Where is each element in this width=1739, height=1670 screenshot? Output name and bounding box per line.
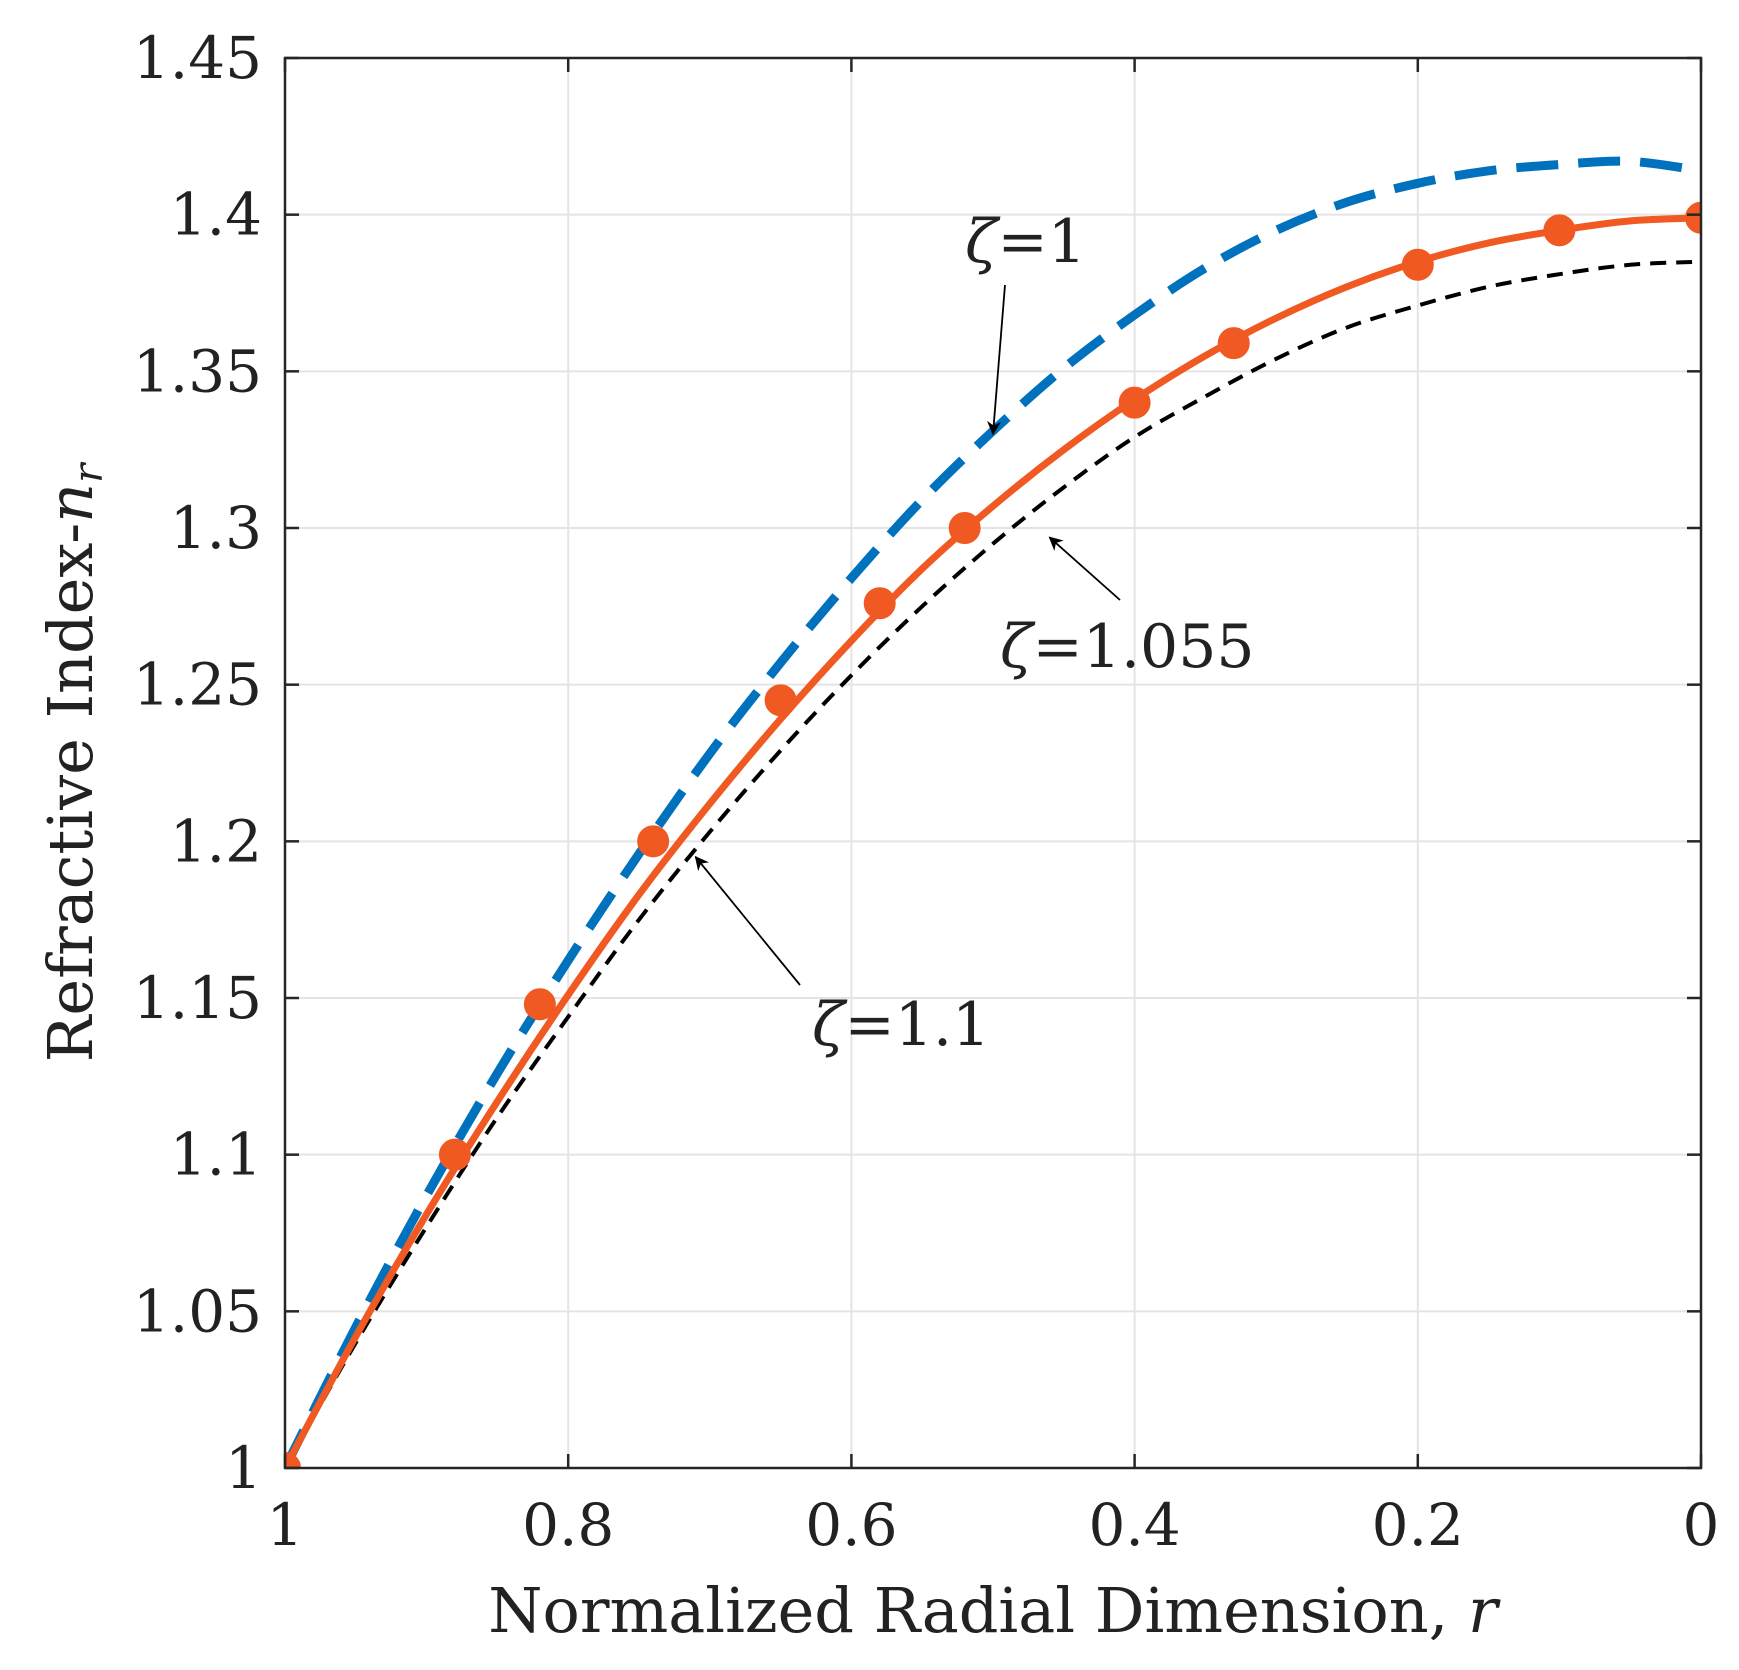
series-line-dashed-thick	[285, 156, 1701, 1468]
series-marker	[1401, 248, 1434, 281]
x-axis-title-var: r	[1468, 1574, 1501, 1647]
series-marker	[637, 825, 670, 858]
x-tick-label: 0.4	[1088, 1491, 1180, 1559]
series-marker	[948, 512, 981, 544]
annotation-symbol: ζ	[812, 990, 848, 1060]
series-marker	[438, 1138, 471, 1171]
annotation-value: =1.055	[1033, 612, 1255, 682]
plot-frame	[283, 56, 1703, 1470]
x-tick-label: 0.6	[805, 1491, 897, 1559]
series-marker	[1217, 327, 1250, 360]
y-axis-title-var: n	[34, 483, 107, 523]
series-line-dashed-thin	[285, 259, 1701, 1468]
y-tick-label: 1.2	[170, 807, 262, 875]
series-layer	[285, 156, 1701, 1468]
annotation-symbol: ζ	[965, 207, 1001, 277]
series-marker	[523, 988, 556, 1021]
annotation-label: ζ=1.1	[812, 990, 990, 1060]
annotation-value: =1	[998, 207, 1086, 277]
x-tick-label: 0.2	[1372, 1491, 1464, 1559]
x-axis-title: Normalized Radial Dimension, r	[488, 1574, 1501, 1647]
y-tick-label: 1.3	[170, 494, 262, 562]
ticks: 1 0.8 0.6 0.4 0.2 0 1 1.05 1.1 1.15 1.2 1.25 1.3 1.35…	[133, 24, 1720, 1559]
series-marker	[764, 684, 797, 717]
annotation: ζ=1.1	[694, 855, 990, 1060]
annotation-value: =1.1	[845, 990, 991, 1060]
y-tick-label: 1.05	[133, 1277, 262, 1345]
x-tick-label: 1	[267, 1491, 304, 1559]
y-tick-label: 1.35	[133, 337, 262, 405]
annotation-arrow	[694, 855, 801, 986]
y-tick-label: 1.45	[133, 24, 262, 92]
y-tick-label: 1.15	[133, 964, 262, 1032]
annotation: ζ=1.055	[1000, 536, 1255, 682]
series-marker	[1543, 214, 1576, 247]
series-marker	[1118, 386, 1151, 419]
annotation-arrow	[1048, 536, 1121, 601]
x-tick-label: 0	[1683, 1491, 1720, 1559]
y-tick-label: 1	[225, 1434, 262, 1502]
y-tick-label: 1.4	[170, 181, 262, 249]
annotation-label: ζ=1	[965, 207, 1086, 277]
y-tick-label: 1.1	[170, 1121, 262, 1189]
annotation-symbol: ζ	[1000, 612, 1036, 682]
annotation-label: ζ=1.055	[1000, 612, 1255, 682]
annotation: ζ=1	[965, 207, 1086, 436]
series-marker	[1685, 201, 1701, 234]
series-marker	[285, 1452, 301, 1468]
y-axis-title-text: Refractive Index-	[34, 523, 107, 1062]
annotation-arrow	[987, 284, 1006, 436]
x-axis-title-text: Normalized Radial Dimension,	[488, 1574, 1468, 1647]
y-axis-title-sub: r	[66, 461, 112, 483]
x-tick-label: 0.8	[522, 1491, 614, 1559]
y-tick-label: 1.25	[133, 651, 262, 719]
y-axis-title: Refractive Index-nr	[34, 461, 112, 1062]
series-marker	[863, 587, 896, 620]
grid	[284, 57, 1702, 1469]
